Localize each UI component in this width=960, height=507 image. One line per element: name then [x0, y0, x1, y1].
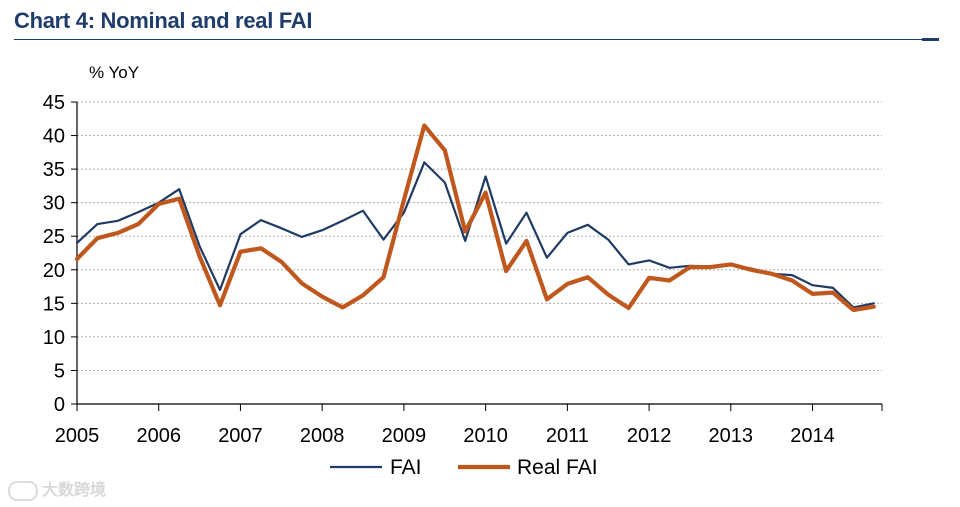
y-tick-label: 5: [54, 360, 65, 382]
legend-label: FAI: [390, 456, 422, 479]
series-lines: [74, 123, 876, 313]
y-tick-label: 35: [43, 159, 65, 181]
x-tick-labels: 2005 2006 2007 2008 2009 2010 2011 2012 2013 2014: [55, 425, 835, 447]
header-rule-end: [922, 38, 939, 41]
legend-label: Real FAI: [517, 456, 598, 479]
x-tick-label: 2012: [627, 425, 672, 447]
y-tick-label: 10: [43, 327, 65, 349]
y-axis-unit-label: % YoY: [89, 63, 139, 82]
x-tick-label: 2008: [300, 425, 345, 447]
axes: [71, 101, 883, 411]
x-tick-label: 2010: [463, 425, 508, 447]
x-tick-label: 2007: [218, 425, 263, 447]
chart-title: Chart 4: Nominal and real FAI: [14, 8, 313, 33]
y-tick-labels: 0 5 10 15 20 25 30 35 40 45: [43, 92, 65, 416]
header-rule: [14, 39, 939, 40]
x-tick-label: 2009: [382, 425, 427, 447]
y-tick-label: 15: [43, 293, 65, 315]
watermark: 大数跨境: [8, 476, 106, 501]
y-tick-label: 40: [43, 126, 65, 148]
y-tick-label: 30: [43, 193, 65, 215]
gridlines: [77, 101, 882, 371]
x-tick-label: 2014: [790, 425, 835, 447]
real-fai-line: [74, 123, 876, 313]
watermark-text: 大数跨境: [42, 482, 107, 499]
x-tick-label: 2005: [55, 425, 100, 447]
y-tick-label: 25: [43, 226, 65, 248]
x-tick-label: 2011: [546, 425, 589, 447]
y-tick-label: 0: [54, 394, 65, 416]
legend: FAI Real FAI: [330, 456, 598, 479]
fai-line: [75, 161, 875, 309]
y-tick-label: 20: [43, 260, 65, 282]
x-tick-label: 2006: [136, 425, 181, 447]
y-tick-label: 45: [43, 92, 65, 114]
x-tick-label: 2013: [709, 425, 754, 447]
watermark-logo-icon: [8, 480, 38, 501]
